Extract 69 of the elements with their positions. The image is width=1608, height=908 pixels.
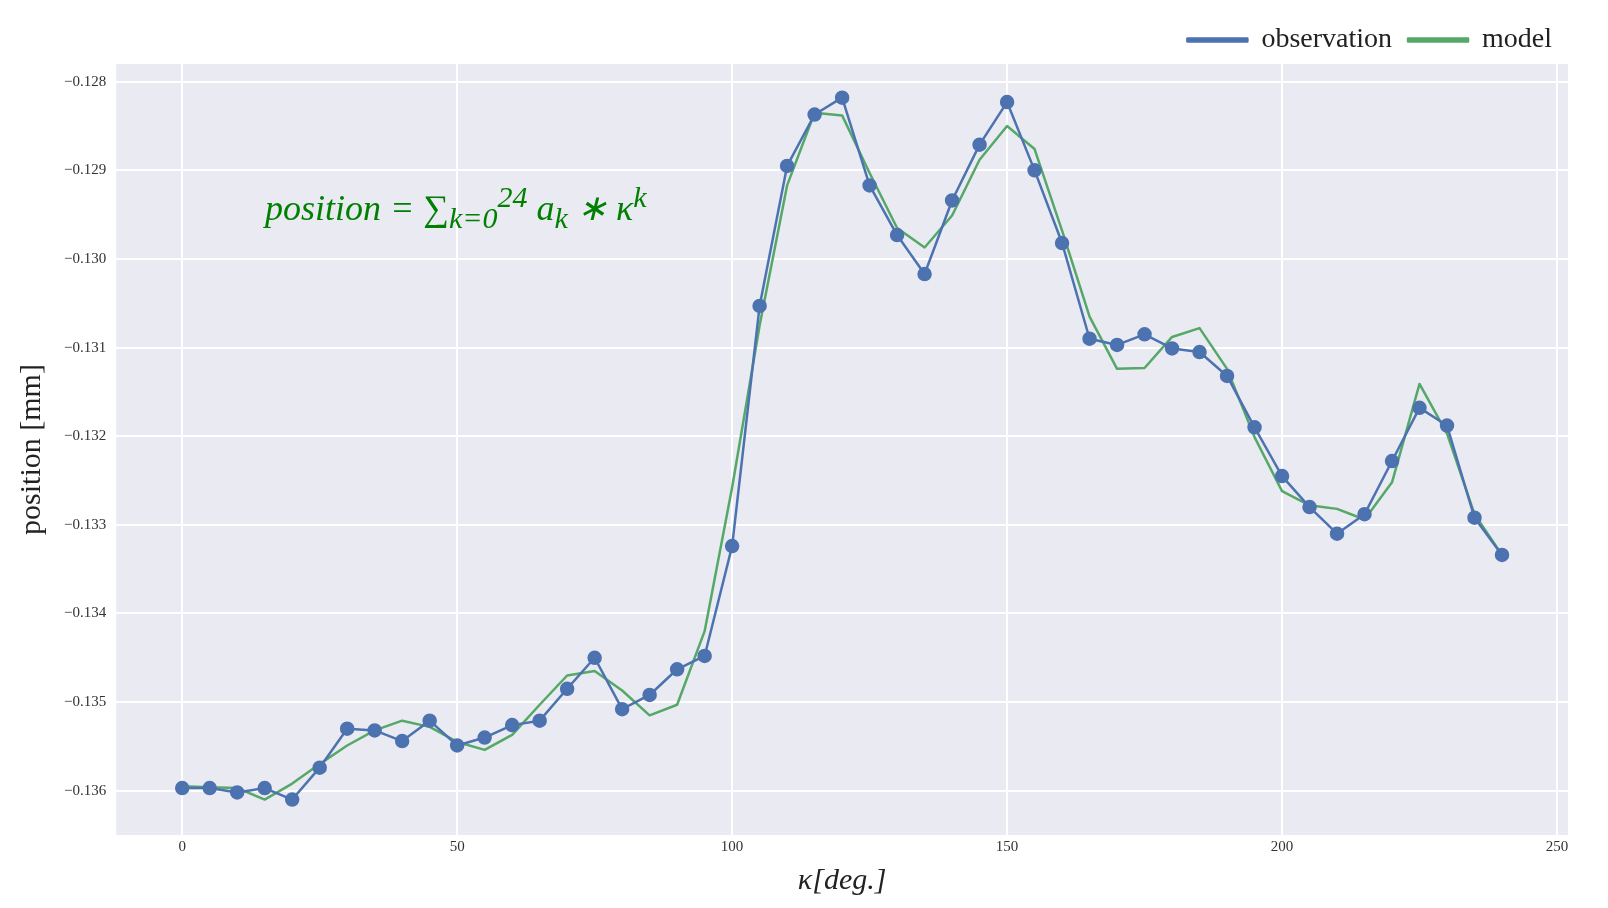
point xyxy=(807,107,822,122)
point xyxy=(1494,547,1510,563)
point xyxy=(1192,344,1207,360)
point xyxy=(532,713,547,728)
x-tick-label: 150 xyxy=(995,837,1019,854)
x-tick-label: 50 xyxy=(449,837,465,854)
point xyxy=(504,717,520,733)
point xyxy=(312,760,327,775)
y-axis-title: position [mm] xyxy=(12,364,46,535)
point xyxy=(1137,327,1152,342)
x-axis-title: κ[deg.] xyxy=(797,861,887,895)
point xyxy=(1027,163,1042,178)
point xyxy=(1109,337,1125,353)
point xyxy=(642,687,657,703)
y-tick-label: −0.132 xyxy=(63,427,107,444)
annotation: position = ∑$_{k=0}$$^{24}$ a$_{k}$ ∗ κ$^{k}$ xyxy=(265,180,647,236)
point xyxy=(944,193,960,208)
point xyxy=(889,227,905,243)
point xyxy=(1164,341,1180,356)
x-tick-label: 200 xyxy=(1270,837,1294,854)
point xyxy=(1467,510,1482,525)
point xyxy=(834,90,850,105)
point xyxy=(1384,453,1400,469)
point xyxy=(917,266,932,282)
y-tick-label: −0.135 xyxy=(63,693,107,710)
point xyxy=(257,780,272,796)
point xyxy=(422,713,437,728)
legend-label: observation xyxy=(1261,22,1393,54)
point xyxy=(669,662,685,677)
point xyxy=(999,94,1015,110)
point xyxy=(752,298,767,314)
x-tick-label: 100 xyxy=(720,837,744,854)
y-tick-label: −0.136 xyxy=(63,781,107,798)
point xyxy=(174,780,190,796)
x-tick-label: 250 xyxy=(1545,837,1569,854)
point xyxy=(1329,526,1345,541)
y-tick-label: −0.128 xyxy=(63,72,107,89)
point xyxy=(862,178,877,193)
point xyxy=(202,780,217,796)
point xyxy=(367,723,382,738)
point xyxy=(587,650,602,666)
y-tick-label: −0.131 xyxy=(63,338,107,355)
y-tick-label: −0.134 xyxy=(63,604,107,621)
point xyxy=(1302,499,1317,515)
y-tick-label: −0.133 xyxy=(63,515,107,532)
point xyxy=(1247,420,1262,435)
point xyxy=(1219,368,1235,384)
point xyxy=(339,721,355,736)
point xyxy=(559,681,575,697)
point xyxy=(779,158,795,174)
point xyxy=(449,738,465,753)
y-tick-label: −0.130 xyxy=(63,249,107,266)
point xyxy=(284,792,300,807)
y-tick-label: −0.129 xyxy=(63,161,107,178)
point xyxy=(697,648,712,664)
point xyxy=(1357,506,1372,522)
x-tick-label: 0 xyxy=(178,837,186,854)
point xyxy=(477,730,492,745)
point xyxy=(1082,331,1097,346)
legend-label: model xyxy=(1482,22,1553,54)
point xyxy=(614,701,630,717)
point xyxy=(1274,468,1290,484)
point xyxy=(394,733,410,749)
point xyxy=(972,137,987,152)
point xyxy=(229,785,245,800)
point xyxy=(1439,418,1455,433)
point xyxy=(724,538,740,554)
point xyxy=(1054,235,1070,251)
point xyxy=(1412,400,1427,416)
